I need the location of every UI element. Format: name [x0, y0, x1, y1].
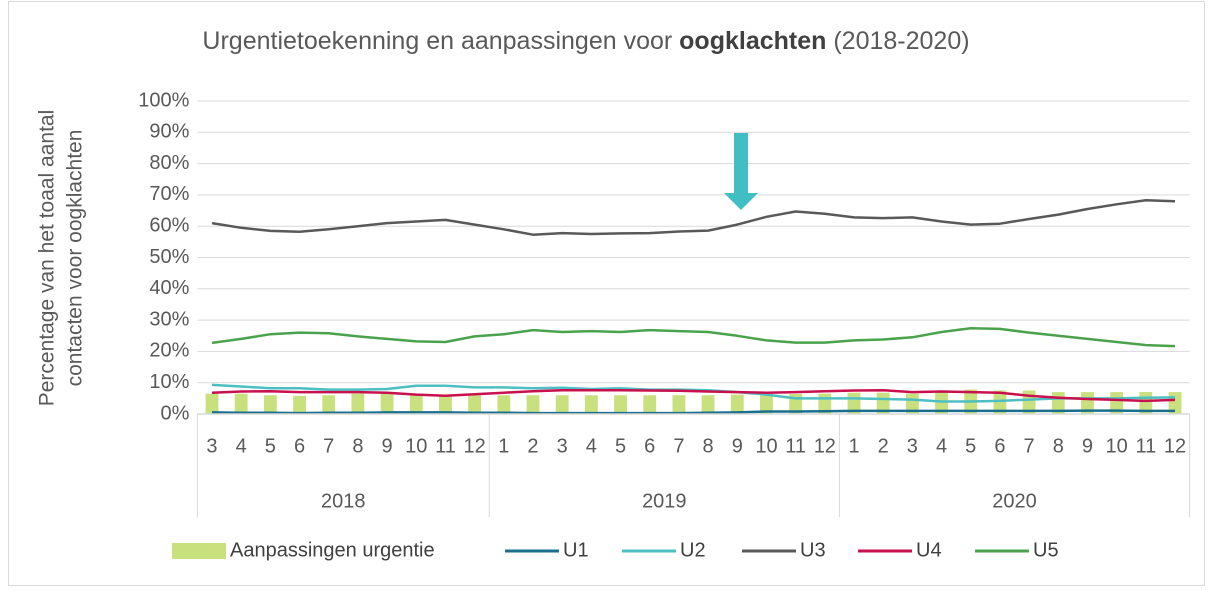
x-tick-label: 2 — [527, 435, 538, 457]
bar — [468, 395, 482, 414]
x-tick-label: 4 — [586, 435, 597, 457]
bar — [643, 395, 657, 414]
x-tick-label: 7 — [323, 435, 334, 457]
x-tick-label: 11 — [785, 435, 806, 457]
y-tick-label: 100% — [138, 89, 189, 111]
x-tick-label: 11 — [435, 435, 456, 457]
bar — [730, 394, 744, 414]
y-tick-label: 80% — [149, 152, 189, 174]
bar — [322, 395, 336, 414]
x-tick-label: 9 — [1082, 435, 1093, 457]
title-part: Urgentietoekenning en aanpassingen voor — [202, 27, 679, 55]
legend: Aanpassingen urgentie U1 U2 U3 U4 U5 — [172, 539, 1059, 561]
x-group-label: 2020 — [992, 490, 1037, 512]
chart-border — [8, 1, 1205, 586]
x-tick-label: 7 — [1024, 435, 1035, 457]
y-tick-label: 60% — [149, 214, 189, 236]
bar — [234, 393, 248, 414]
x-tick-label: 2 — [878, 435, 889, 457]
x-tick-label: 12 — [464, 435, 486, 457]
x-tick-label: 9 — [732, 435, 743, 457]
x-tick-label: 8 — [352, 435, 363, 457]
x-tick-label: 12 — [814, 435, 836, 457]
y-tick-label: 50% — [149, 246, 189, 268]
x-tick-label: 7 — [673, 435, 684, 457]
bar — [380, 392, 394, 414]
x-group-label: 2018 — [321, 490, 366, 512]
bar — [351, 393, 365, 414]
y-tick-label: 10% — [149, 371, 189, 393]
legend-label: U3 — [800, 539, 826, 561]
y-tick-label: 20% — [149, 340, 189, 362]
arrow — [724, 133, 758, 210]
lines — [211, 198, 1176, 415]
arrow-shaft — [734, 133, 748, 193]
x-tick-label: 5 — [615, 435, 626, 457]
bar — [497, 395, 511, 414]
legend-label: U5 — [1033, 539, 1059, 561]
x-tick-label: 8 — [1053, 435, 1064, 457]
bar — [701, 395, 715, 414]
bar — [439, 396, 452, 414]
bar — [672, 395, 686, 414]
x-tick-label: 4 — [236, 435, 247, 457]
x-tick-label: 12 — [1164, 435, 1186, 457]
bar — [293, 395, 306, 414]
legend-label: U2 — [680, 539, 706, 561]
bar — [555, 395, 569, 414]
x-tick-label: 8 — [703, 435, 714, 457]
x-tick-label: 5 — [965, 435, 976, 457]
bar — [263, 395, 277, 414]
x-tick-label: 1 — [498, 435, 509, 457]
bar — [614, 395, 627, 414]
line — [211, 388, 1176, 403]
bar — [935, 392, 948, 414]
legend-swatch — [172, 543, 226, 559]
y-tick-label: 40% — [149, 277, 189, 299]
y-tick-label: 30% — [149, 308, 189, 330]
legend-label: U1 — [563, 539, 589, 561]
bar — [760, 394, 773, 414]
y-axis-label: contacten voor oogklachten — [64, 130, 87, 387]
x-tick-label: 6 — [644, 435, 655, 457]
x-tick-label: 10 — [405, 435, 427, 457]
x-tick-label: 6 — [294, 435, 305, 457]
y-axis-label: Percentage van het toaal aantal — [36, 110, 59, 407]
x-tick-label: 5 — [265, 435, 276, 457]
line — [211, 409, 1175, 415]
x-tick-label: 3 — [206, 435, 217, 457]
bar — [584, 395, 598, 414]
bar — [205, 393, 219, 414]
title-part: (2018-2020) — [826, 27, 969, 55]
bar — [409, 394, 423, 414]
x-tick-label: 3 — [557, 435, 568, 457]
x-tick-label: 3 — [907, 435, 918, 457]
line — [211, 198, 1176, 236]
chart-title: Urgentietoekenning en aanpassingen voor … — [202, 27, 969, 55]
x-tick-label: 9 — [382, 435, 393, 457]
legend-label: U4 — [916, 539, 942, 561]
legend-label: Aanpassingen urgentie — [230, 539, 435, 561]
y-tick-label: 0% — [160, 402, 189, 424]
line — [211, 326, 1176, 348]
arrow-head — [724, 193, 758, 210]
x-tick-label: 11 — [1135, 435, 1156, 457]
x-tick-label: 4 — [936, 435, 947, 457]
grid: 0% 10% 20% 30% 40% 50% 60% 70% 80% 90% 100% — [138, 89, 1190, 424]
title-part: oogklachten — [679, 27, 826, 55]
x-tick-label: 10 — [1106, 435, 1128, 457]
x-tick-label: 1 — [848, 435, 859, 457]
x-tick-label: 6 — [994, 435, 1005, 457]
y-tick-label: 90% — [149, 121, 189, 143]
y-tick-label: 70% — [149, 183, 189, 205]
x-tick-label: 10 — [755, 435, 777, 457]
x-group-label: 2019 — [642, 490, 687, 512]
bar — [526, 395, 540, 414]
bar — [993, 390, 1007, 414]
